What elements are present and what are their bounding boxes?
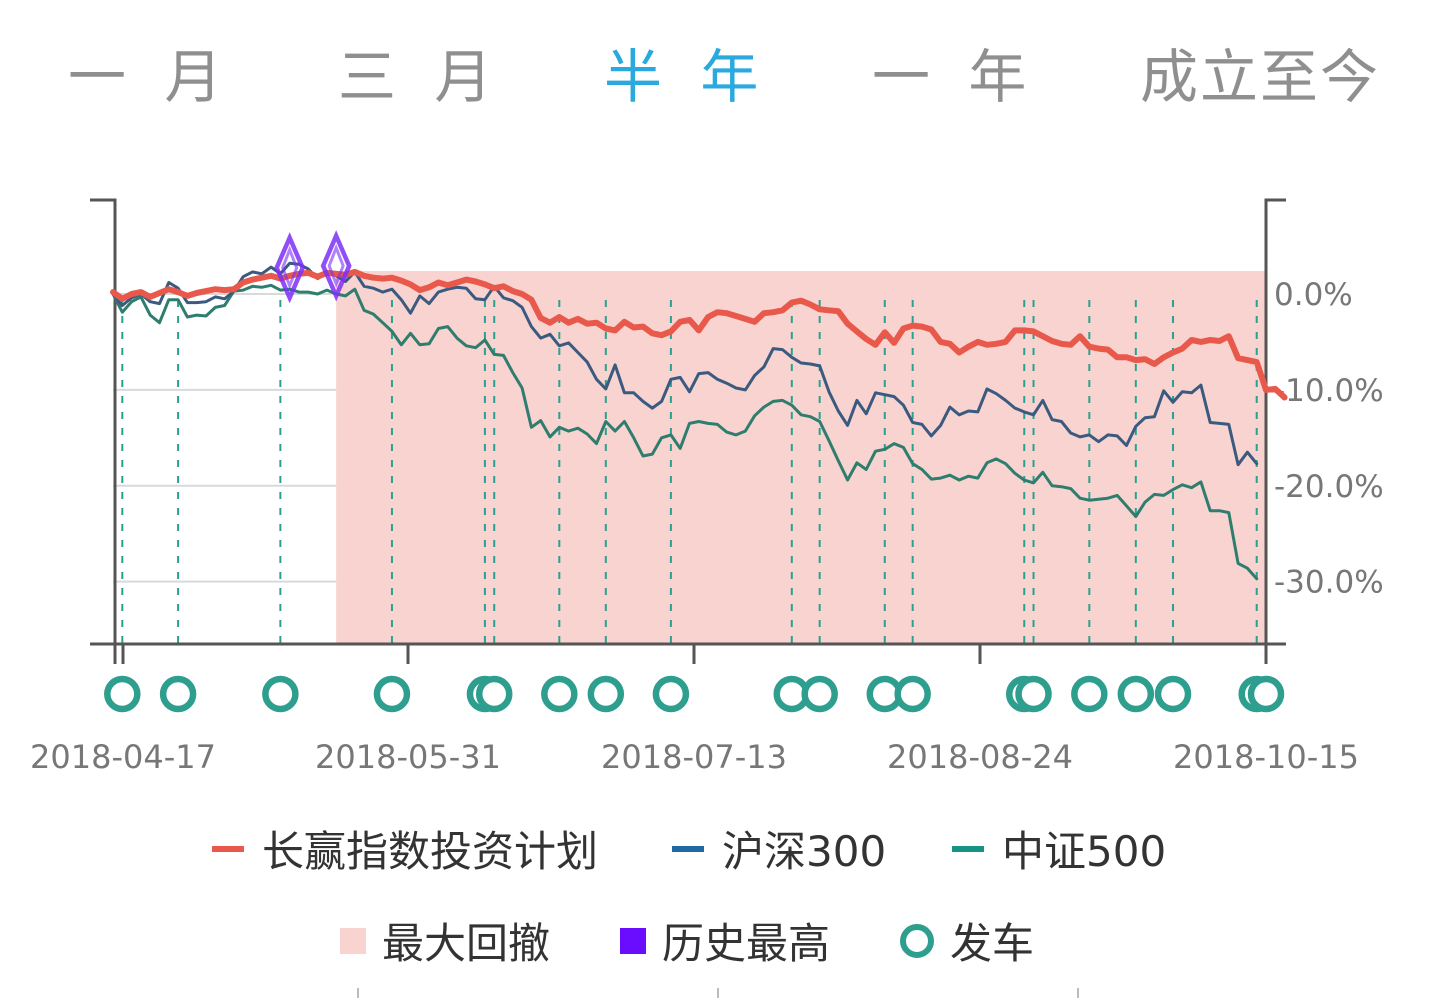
x-tick-label: 2018-07-13 [601,738,787,776]
x-tick-label: 2018-04-17 [30,738,216,776]
series-line-plan [110,268,1288,401]
legend-item-zz500[interactable]: 中证500 [952,818,1166,879]
tab-one-year[interactable]: 一 年 [872,43,1037,111]
tab-since-inception[interactable]: 成立至今 [1140,43,1381,111]
all-time-high-marker-inner [327,243,345,288]
legend-label-zz500: 中证500 [1002,827,1167,876]
tab-three-months[interactable]: 三 月 [338,43,503,111]
bottom-separator [717,988,719,998]
all-time-high-marker[interactable] [274,232,306,304]
series-line-zz500 [111,283,1259,581]
departure-marker[interactable] [801,675,838,713]
y-tick-label: -10.0% [1274,373,1384,409]
departure-marker[interactable] [1247,675,1285,713]
tab-one-month[interactable]: 一 月 [68,43,233,111]
departure-marker[interactable] [159,675,197,713]
tab-half-year[interactable]: 半 年 [604,43,769,111]
departure-marker[interactable] [104,675,141,713]
legend-item-plan[interactable]: 长赢指数投资计划 [212,818,598,879]
legend-swatch-plan [212,845,244,852]
legend-item-high[interactable]: 历史最高 [620,910,830,971]
departure-marker[interactable] [1015,675,1052,713]
legend-swatch-depart [900,923,934,958]
departure-marker[interactable] [541,675,578,713]
legend-item-drawdown[interactable]: 最大回撤 [340,910,550,971]
departure-marker[interactable] [894,675,931,713]
right-axis [1264,198,1286,664]
bottom-separator [357,988,359,998]
legend-label-plan: 长赢指数投资计划 [262,827,599,876]
departure-marker[interactable] [1154,675,1192,713]
y-tick-label: 0.0% [1274,277,1353,313]
y-tick-label: -30.0% [1274,565,1384,601]
legend-label-depart: 发车 [950,919,1035,968]
departure-marker[interactable] [652,675,690,713]
x-tick-label: 2018-10-15 [1173,738,1359,776]
bottom-separator [1077,988,1079,998]
legend-label-high: 历史最高 [662,919,831,968]
max-drawdown-area [336,270,1267,644]
x-tick-label: 2018-08-24 [887,738,1073,776]
legend-item-hs300[interactable]: 沪深300 [672,818,886,879]
departure-marker[interactable] [1071,675,1108,713]
y-tick-label: -20.0% [1274,469,1384,505]
legend-label-drawdown: 最大回撤 [382,919,551,968]
bottom-tab-strip [0,986,1435,998]
departure-marker[interactable] [475,675,513,713]
legend-item-depart[interactable]: 发车 [900,910,1034,971]
all-time-high-marker[interactable] [320,230,352,302]
legend-swatch-drawdown [340,927,366,954]
period-tabs: 一 月 三 月 半 年 一 年 成立至今 [0,30,1435,111]
departure-marker[interactable] [1117,675,1155,713]
legend-swatch-hs300 [672,845,704,852]
performance-chart: 2018-04-17 2018-05-31 2018-07-13 2018-08-24… [30,198,1384,776]
legend-label-hs300: 沪深300 [722,827,887,876]
legend-swatch-zz500 [952,845,984,852]
x-tick-label: 2018-05-31 [315,738,501,776]
left-axis [90,198,117,664]
departure-marker[interactable] [373,675,411,713]
departure-marker[interactable] [262,675,299,713]
legend-swatch-high [620,927,646,954]
departure-marker[interactable] [587,675,625,713]
all-time-high-marker-inner [281,245,299,290]
